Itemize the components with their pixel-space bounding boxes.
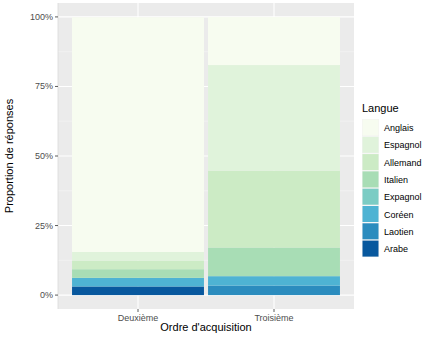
legend-key-bg — [362, 136, 379, 153]
legend-key-bg — [362, 223, 379, 240]
legend-key-bg — [362, 188, 379, 205]
legend-key — [363, 206, 379, 222]
legend-label: Espagnol — [384, 140, 422, 150]
bar-segment — [72, 269, 204, 278]
x-tick-label: Troisième — [254, 313, 293, 323]
legend-title: Langue — [362, 102, 399, 114]
y-tick — [55, 225, 58, 226]
y-tick — [55, 86, 58, 87]
legend-label: Italien — [384, 175, 408, 185]
legend-key — [363, 223, 379, 239]
y-axis-title: Proportion de réponses — [3, 98, 15, 213]
x-tick-label: Deuxième — [118, 313, 159, 323]
bar-segment — [208, 286, 340, 295]
legend-key-bg — [362, 154, 379, 171]
bar-segment — [72, 286, 204, 295]
bar-segment — [72, 17, 204, 252]
x-tick — [138, 309, 139, 312]
y-tick-label: 0% — [40, 290, 53, 300]
legend-label: Coréen — [384, 210, 414, 220]
legend-key-bg — [362, 206, 379, 223]
bar-segment — [208, 276, 340, 285]
legend-key-bg — [362, 119, 379, 136]
y-tick — [55, 156, 58, 157]
legend-label: Expagnol — [384, 192, 422, 202]
bar-segment — [208, 17, 340, 65]
x-tick — [274, 309, 275, 312]
y-tick-label: 75% — [35, 81, 53, 91]
legend-key — [363, 154, 379, 170]
bar-segment — [72, 278, 204, 287]
y-tick — [55, 295, 58, 296]
y-tick-label: 100% — [30, 12, 53, 22]
legend-key — [363, 137, 379, 153]
panel-background — [58, 3, 354, 309]
legend-key-bg — [362, 240, 379, 257]
bar-segment — [72, 252, 204, 261]
legend-label: Anglais — [384, 123, 414, 133]
chart: 0% 25% 50% 75% 100% Deuxième TroisièmeOrdre d'… — [0, 0, 435, 338]
y-tick-label: 25% — [35, 221, 53, 231]
y-tick — [55, 16, 58, 17]
legend-key-bg — [362, 171, 379, 188]
legend-label: Allemand — [384, 158, 422, 168]
y-tick-label: 50% — [35, 151, 53, 161]
legend-key — [363, 189, 379, 205]
legend-key — [363, 241, 379, 257]
legend-key — [363, 120, 379, 136]
bar-segment — [208, 248, 340, 277]
legend-label: Arabe — [384, 244, 408, 254]
legend-key — [363, 171, 379, 187]
bars — [72, 17, 340, 295]
bar-segment — [208, 65, 340, 171]
legend-label: Laotien — [384, 227, 414, 237]
x-axis-title: Ordre d'acquisition — [160, 321, 251, 333]
bar-segment — [208, 171, 340, 248]
bar-segment — [72, 261, 204, 270]
